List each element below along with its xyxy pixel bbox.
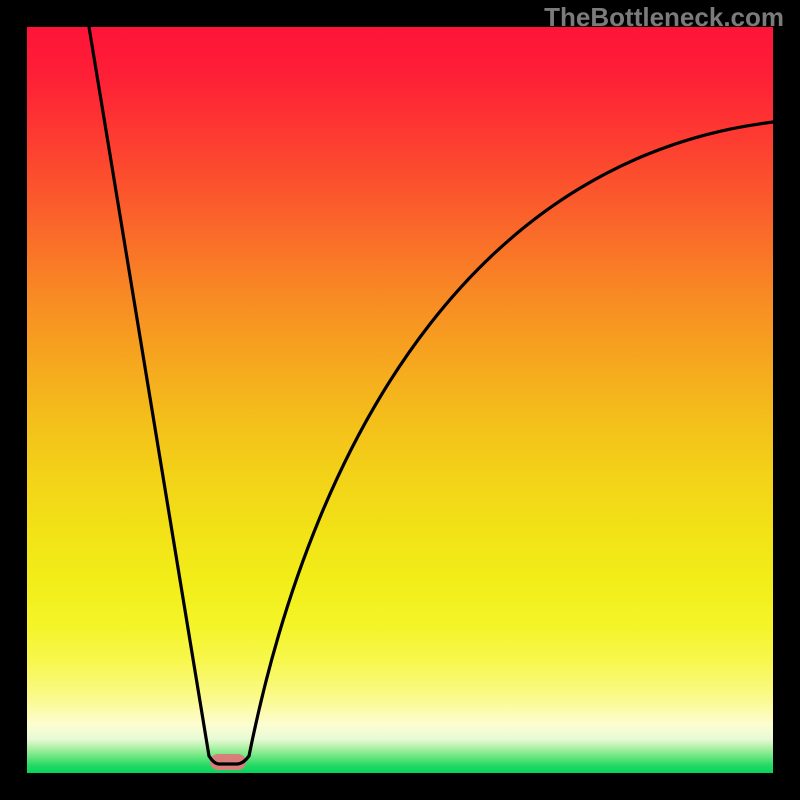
watermark-text: TheBottleneck.com <box>544 2 784 33</box>
bottleneck-curve <box>27 27 773 773</box>
curve-path <box>89 27 773 764</box>
plot-area <box>27 27 773 773</box>
